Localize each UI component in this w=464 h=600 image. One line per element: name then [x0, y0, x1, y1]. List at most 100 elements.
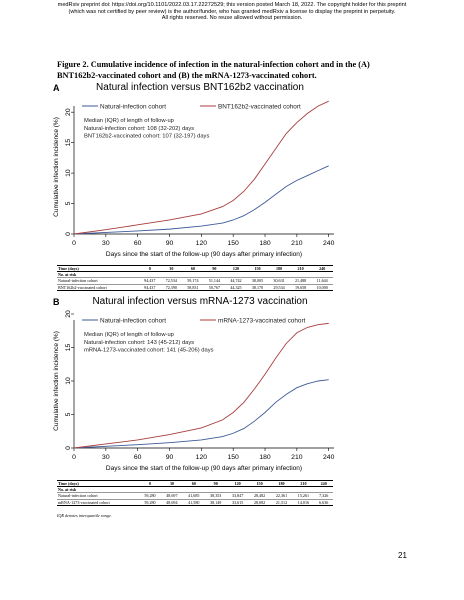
risk-a-subheader-label: No. at risk — [57, 271, 333, 279]
y-tick-label: 20 — [65, 108, 72, 116]
annotation-text: Natural-infection cohort: 143 (45-212) d… — [84, 340, 194, 346]
x-tick-label: 0 — [72, 454, 76, 461]
legend-label: Natural-infection cohort — [100, 317, 166, 324]
risk-table-b-subheader: No. at risk — [57, 486, 333, 494]
y-tick-label: 0 — [65, 232, 72, 236]
risk-b-cell: 59,280 — [139, 499, 161, 506]
risk-b-cell: 59,280 — [139, 492, 161, 500]
risk-a-cell: 94,437 — [139, 284, 161, 291]
risk-b-header-cell: 30 — [160, 479, 183, 488]
risk-a-cell: 11,644 — [311, 277, 333, 285]
caption-line-2: BNT162b2-vaccinated cohort and (B) the m… — [57, 70, 317, 80]
annotation-text: mRNA-1273-vaccinated cohort: 141 (45-206… — [84, 348, 214, 354]
risk-table-a-subheader: No. at risk — [57, 271, 333, 279]
panel-letter-b: B — [53, 297, 60, 307]
risk-a-header-cell: 30 — [160, 264, 183, 273]
series-line-natural — [73, 165, 329, 235]
header-line-2: (which was not certified by peer review)… — [68, 8, 396, 15]
x-tick-label: 120 — [196, 454, 208, 461]
x-tick-label: 210 — [291, 454, 303, 461]
risk-a-cell: 51,144 — [203, 277, 226, 285]
risk-b-header-cell: 60 — [182, 479, 205, 488]
risk-a-cell: 58,831 — [182, 284, 204, 291]
header-line-1: medRxiv preprint doi: https://doi.org/10… — [57, 2, 407, 8]
risk-b-cell: 21,512 — [270, 499, 293, 506]
annotation-text: Median (IQR) of length of follow-up — [84, 332, 174, 338]
risk-b-cell: 28,082 — [248, 499, 271, 506]
risk-a-header-cell: 60 — [182, 264, 204, 273]
risk-a-header-cell: 0 — [139, 264, 161, 273]
risk-a-cell: 29,534 — [268, 284, 290, 291]
risk-b-cell: 48,694 — [160, 499, 183, 506]
risk-b-cell: 41,685 — [182, 492, 205, 500]
risk-a-header-cell: 150 — [246, 264, 269, 273]
series-line-vaccinated — [73, 100, 329, 235]
y-tick-label: 5 — [65, 201, 72, 205]
page-number: 21 — [398, 551, 407, 560]
annotation-text: Natural-infection cohort: 108 (32-202) d… — [84, 126, 194, 132]
risk-b-header-cell: 180 — [270, 479, 293, 488]
risk-a-cell: 72,390 — [160, 284, 183, 291]
figure-caption: Figure 2. Cumulative incidence of infect… — [57, 60, 437, 81]
x-tick-label: 90 — [166, 454, 174, 461]
risk-b-header-cell: 150 — [248, 479, 271, 488]
risk-a-cell: 59,174 — [182, 277, 204, 285]
legend-label: mRNA-1273-vaccinated cohort — [218, 317, 306, 324]
panel-a: A Natural infection versus BNT162b2 vacc… — [50, 82, 340, 266]
annotation-text: BNT162b2-vaccinated cohort: 107 (32-197)… — [84, 134, 209, 140]
risk-b-cell: 28,482 — [248, 492, 271, 500]
y-tick-label: 10 — [65, 169, 72, 177]
risk-a-cell: 72,534 — [160, 277, 183, 285]
risk-b-header-cell: 210 — [292, 479, 315, 488]
risk-b-cell: 33,615 — [226, 499, 249, 506]
table-row: Natural-infection cohort 59,280 48,697 4… — [57, 492, 333, 500]
risk-a-cell: 30,631 — [268, 277, 290, 285]
risk-a-cell: 44,325 — [225, 284, 247, 291]
risk-table-a: Time (days) 0 30 60 90 120 150 180 210 2… — [57, 264, 333, 291]
y-tick-label: 5 — [65, 412, 72, 416]
risk-a-row-label: Natural-infection cohort — [57, 277, 139, 285]
risk-b-header-cell: 120 — [226, 479, 249, 488]
risk-b-header-cell: 90 — [204, 479, 227, 488]
series-line-natural — [73, 379, 329, 449]
x-tick-label: 0 — [72, 240, 76, 247]
y-axis-label: Cumulative infection incidence (%) — [53, 117, 60, 217]
risk-a-header-cell: 120 — [225, 264, 247, 273]
y-tick-label: 10 — [65, 377, 72, 385]
risk-b-cell: 38,149 — [204, 499, 227, 506]
risk-b-header-label: Time (days) — [57, 479, 139, 488]
x-tick-label: 180 — [259, 240, 271, 247]
x-tick-label: 90 — [166, 240, 174, 247]
risk-a-header-label: Time (days) — [57, 264, 139, 273]
x-tick-label: 210 — [291, 240, 303, 247]
risk-a-cell: 50,767 — [203, 284, 226, 291]
table-row: Natural-infection cohort 94,437 72,534 5… — [57, 277, 333, 285]
risk-b-cell: 38,353 — [204, 492, 227, 500]
y-tick-label: 15 — [65, 139, 72, 147]
header-line-3: All rights reserved. No reuse allowed wi… — [161, 15, 303, 22]
risk-a-cell: 19,658 — [289, 284, 312, 291]
risk-a-cell: 21,488 — [289, 277, 312, 285]
risk-a-header-cell: 180 — [268, 264, 290, 273]
y-tick-label: 0 — [65, 446, 72, 450]
risk-b-cell: 41,580 — [182, 499, 205, 506]
risk-b-cell: 6,636 — [314, 499, 333, 506]
y-tick-label: 20 — [65, 310, 72, 318]
risk-a-row-label: BNT162b2-vaccinated cohort — [57, 284, 139, 291]
x-axis-label: Days since the start of the follow-up (9… — [106, 251, 302, 258]
risk-table-b-header: Time (days) 0 30 60 90 120 150 180 210 2… — [57, 479, 333, 488]
y-tick-label: 15 — [65, 344, 72, 352]
risk-a-cell: 38,005 — [246, 277, 269, 285]
series-line-vaccinated — [73, 322, 329, 449]
panel-letter-a: A — [53, 83, 60, 93]
x-tick-label: 60 — [134, 454, 142, 461]
footnote: IQR denotes interquartile range. — [57, 513, 112, 518]
x-tick-label: 240 — [323, 454, 335, 461]
x-tick-label: 240 — [323, 240, 335, 247]
risk-b-cell: 48,697 — [160, 492, 183, 500]
risk-table-b: Time (days) 0 30 60 90 120 150 180 210 2… — [57, 479, 333, 506]
x-tick-label: 150 — [228, 240, 240, 247]
risk-b-subheader-label: No. at risk — [57, 486, 333, 494]
x-tick-label: 30 — [102, 240, 110, 247]
risk-b-row-label: mRNA-1273-vaccinated cohort — [57, 499, 139, 506]
